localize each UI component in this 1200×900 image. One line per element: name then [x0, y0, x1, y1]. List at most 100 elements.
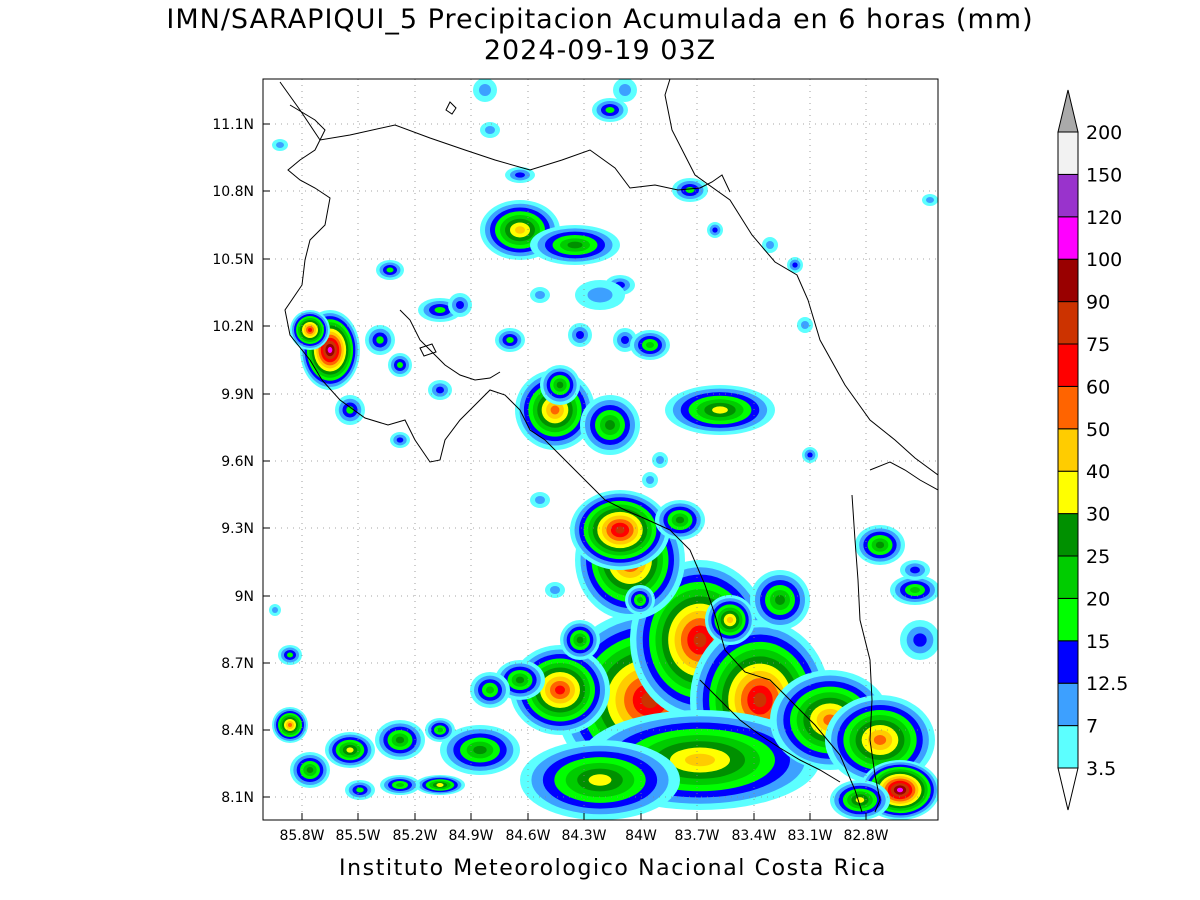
y-tick-label: 9.9N — [221, 387, 254, 403]
precip-contour — [396, 783, 404, 787]
colorbar-swatch — [1057, 385, 1079, 430]
nicoya-gulf-coast — [399, 309, 501, 381]
y-tick-label: 11.1N — [212, 117, 254, 133]
y-tick-label: 8.7N — [221, 656, 254, 672]
precip-contour — [775, 595, 785, 605]
colorbar-swatch — [1057, 258, 1079, 303]
x-tick-label: 84W — [625, 828, 657, 844]
footer-credit: Instituto Meteorologico Nacional Costa R… — [339, 856, 887, 881]
precip-contour — [726, 616, 734, 624]
pacific-coast-north — [284, 104, 863, 813]
colorbar-label: 40 — [1086, 461, 1110, 483]
precip-contour — [306, 767, 314, 773]
colorbar-label: 15 — [1086, 631, 1110, 653]
precip-contour — [535, 291, 545, 299]
precip-contour — [910, 566, 920, 574]
map-title: IMN/SARAPIQUI_5 Precipitacion Acumulada … — [166, 4, 1034, 35]
precip-contour — [397, 362, 403, 368]
colorbar-label: 90 — [1086, 292, 1110, 314]
colorbar-label: 3.5 — [1086, 758, 1116, 780]
x-tick-label: 84.6W — [505, 828, 550, 844]
y-tick-label: 9.3N — [221, 521, 254, 537]
precip-contour — [485, 126, 495, 134]
precip-contour — [685, 753, 715, 767]
colorbar-legend: 3.5 7 12.5 15 20 25 30 40 50 60 75 90 100 120 150 200 — [1057, 89, 1128, 811]
precip-contour — [456, 301, 464, 309]
colorbar-label: 100 — [1086, 249, 1122, 271]
precip-contour — [535, 496, 545, 504]
precip-contour — [646, 476, 654, 484]
colorbar-label: 20 — [1086, 588, 1110, 610]
island-north — [445, 101, 457, 115]
colorbar-swatch — [1057, 428, 1079, 472]
colorbar-label: 75 — [1086, 334, 1110, 356]
osa-peninsula — [699, 679, 841, 783]
precipitation-field — [269, 79, 938, 820]
colorbar-label: 150 — [1086, 164, 1122, 186]
colorbar-top-arrow — [1057, 89, 1079, 133]
colorbar-swatch — [1057, 513, 1079, 557]
colorbar-swatch — [1057, 725, 1079, 769]
colorbar-swatch — [1057, 555, 1079, 599]
precip-contour — [792, 262, 798, 268]
x-tick-label: 83.7W — [674, 828, 719, 844]
precip-contour — [693, 632, 707, 648]
precip-contour — [555, 685, 565, 695]
precip-contour — [550, 586, 560, 594]
precip-contour — [873, 735, 887, 745]
colorbar-label: 50 — [1086, 419, 1110, 441]
x-tick-label: 83.1W — [787, 828, 832, 844]
precip-contour — [685, 187, 695, 193]
precip-contour — [287, 652, 293, 658]
precip-contour — [913, 633, 927, 647]
chira-island — [419, 343, 437, 357]
caribbean-coastline — [664, 79, 938, 476]
precip-contour — [308, 328, 312, 332]
precip-contour — [605, 107, 615, 113]
x-tick-label: 84.9W — [448, 828, 493, 844]
precip-contour — [807, 452, 813, 458]
precip-contour — [712, 227, 718, 233]
precip-contour — [434, 307, 446, 313]
precip-contour — [515, 226, 525, 234]
precip-contour — [855, 797, 865, 803]
precip-contour — [766, 241, 774, 249]
precip-contour — [576, 636, 584, 644]
y-tick-label: 10.8N — [212, 184, 254, 200]
precip-contour — [605, 420, 615, 430]
precip-contour — [515, 172, 525, 178]
precip-contour — [479, 84, 491, 96]
x-tick-label: 85.5W — [335, 828, 380, 844]
y-tick-label: 9.6N — [221, 454, 254, 470]
precip-contour — [567, 241, 583, 249]
x-tick-label: 85.2W — [392, 828, 437, 844]
panama-border — [851, 494, 881, 813]
precip-contour — [486, 686, 494, 694]
colorbar-label: 7 — [1086, 716, 1098, 738]
colorbar-label: 25 — [1086, 546, 1110, 568]
panama-coast — [869, 461, 938, 491]
colorbar-swatch — [1057, 343, 1079, 387]
precip-contour — [712, 406, 728, 414]
precip-contour — [588, 774, 612, 786]
colorbar-label: 12.5 — [1086, 673, 1128, 695]
precip-contour — [436, 386, 444, 394]
precip-contour — [753, 692, 767, 708]
colorbar-label: 30 — [1086, 504, 1110, 526]
precip-contour — [272, 607, 278, 613]
precip-contour — [515, 676, 525, 684]
latitude-axis: 11.1N 10.8N 10.5N 10.2N 9.9N 9.6N 9.3N 9N 8.7N 8.… — [212, 117, 270, 806]
precip-contour — [376, 336, 384, 344]
colorbar-label: 200 — [1086, 122, 1122, 144]
y-tick-label: 10.5N — [212, 252, 254, 268]
precip-contour — [327, 346, 333, 354]
precip-contour — [473, 745, 487, 755]
precip-contour — [288, 723, 292, 727]
precip-contour — [550, 405, 560, 415]
precip-contour — [587, 287, 613, 303]
colorbar-swatch — [1057, 597, 1079, 642]
precip-contour — [506, 337, 514, 343]
precip-contour — [437, 727, 443, 733]
colorbar-swatch — [1057, 216, 1079, 260]
